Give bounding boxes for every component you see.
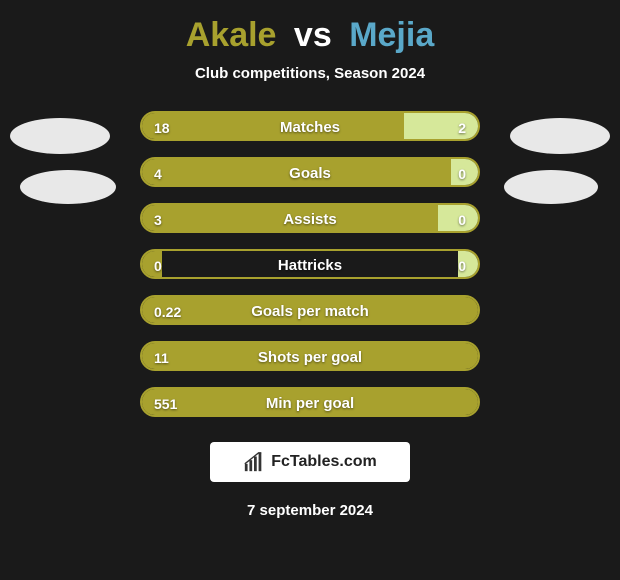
- stat-row: 0 0 Hattricks: [0, 248, 620, 280]
- subtitle: Club competitions, Season 2024: [195, 65, 425, 82]
- stat-row: 551 Min per goal: [0, 386, 620, 418]
- stat-value-left: 11: [154, 343, 169, 371]
- stat-bar: 18 2 Matches: [140, 111, 480, 141]
- stat-label: Min per goal: [266, 389, 354, 417]
- stat-label: Hattricks: [278, 251, 342, 279]
- stat-rows: 18 2 Matches 4 0 Goals 3 0 Assists 0 0 Hattricks 0.2…: [0, 110, 620, 418]
- stat-row: 3 0 Assists: [0, 202, 620, 234]
- stat-value-right: 0: [458, 205, 466, 233]
- stat-label: Goals per match: [251, 297, 369, 325]
- stat-bar: 0.22 Goals per match: [140, 295, 480, 325]
- stat-value-left: 4: [154, 159, 162, 187]
- date-text: 7 september 2024: [247, 502, 373, 519]
- stat-value-right: 0: [458, 159, 466, 187]
- logo-box: FcTables.com: [210, 442, 410, 482]
- stat-bar: 11 Shots per goal: [140, 341, 480, 371]
- player1-name: Akale: [186, 16, 277, 54]
- stat-row: 0.22 Goals per match: [0, 294, 620, 326]
- bars-icon: [243, 451, 265, 473]
- stat-row: 4 0 Goals: [0, 156, 620, 188]
- stat-label: Matches: [280, 113, 340, 141]
- stat-bar: 3 0 Assists: [140, 203, 480, 233]
- vs-text: vs: [294, 16, 332, 54]
- stat-row: 11 Shots per goal: [0, 340, 620, 372]
- stat-value-left: 3: [154, 205, 162, 233]
- stat-label: Assists: [283, 205, 336, 233]
- bar-left-fill: [142, 113, 404, 139]
- logo-text: FcTables.com: [271, 453, 377, 471]
- stat-bar: 4 0 Goals: [140, 157, 480, 187]
- stat-bar: 551 Min per goal: [140, 387, 480, 417]
- stat-value-left: 551: [154, 389, 177, 417]
- title: Akale vs Mejia: [186, 16, 435, 55]
- stat-label: Goals: [289, 159, 331, 187]
- stat-label: Shots per goal: [258, 343, 362, 371]
- stat-row: 18 2 Matches: [0, 110, 620, 142]
- player2-name: Mejia: [349, 16, 434, 54]
- stat-value-left: 18: [154, 113, 170, 141]
- comparison-infographic: Akale vs Mejia Club competitions, Season…: [0, 0, 620, 580]
- stat-bar: 0 0 Hattricks: [140, 249, 480, 279]
- stat-value-right: 0: [458, 251, 466, 279]
- stat-value-left: 0: [154, 251, 162, 279]
- stat-value-right: 2: [458, 113, 466, 141]
- stat-value-left: 0.22: [154, 297, 181, 325]
- bar-right-fill: [404, 113, 478, 139]
